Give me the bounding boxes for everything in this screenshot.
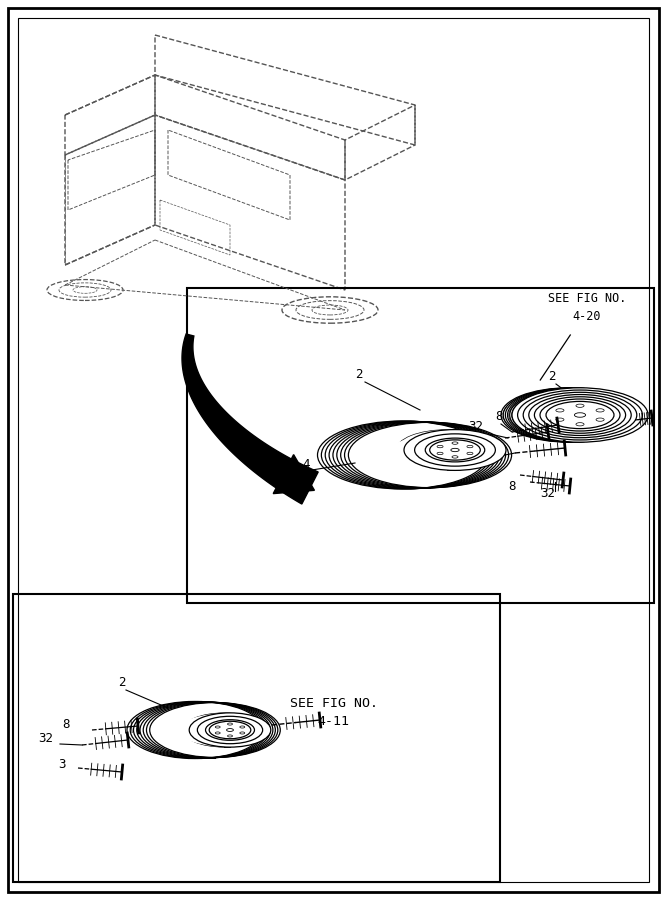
Ellipse shape xyxy=(437,446,443,448)
Ellipse shape xyxy=(596,409,604,412)
Ellipse shape xyxy=(215,726,220,728)
Ellipse shape xyxy=(437,452,443,454)
Ellipse shape xyxy=(512,388,648,442)
Ellipse shape xyxy=(227,735,233,737)
Ellipse shape xyxy=(227,729,233,732)
Text: 32: 32 xyxy=(38,732,53,745)
Text: 2: 2 xyxy=(118,676,125,689)
Ellipse shape xyxy=(452,442,458,445)
Ellipse shape xyxy=(227,723,233,725)
Ellipse shape xyxy=(467,446,473,448)
Text: SEE FIG NO.: SEE FIG NO. xyxy=(548,292,626,305)
Ellipse shape xyxy=(556,418,564,421)
Text: 8: 8 xyxy=(495,410,502,423)
Text: 5: 5 xyxy=(498,445,506,458)
Polygon shape xyxy=(182,334,318,504)
Ellipse shape xyxy=(576,404,584,408)
Ellipse shape xyxy=(452,455,458,458)
Text: 2: 2 xyxy=(548,370,556,383)
Polygon shape xyxy=(273,454,314,493)
Ellipse shape xyxy=(467,452,473,454)
Text: 4-11: 4-11 xyxy=(317,715,350,728)
Text: 8: 8 xyxy=(62,718,69,731)
Ellipse shape xyxy=(574,413,586,418)
Ellipse shape xyxy=(385,437,475,473)
Text: 4: 4 xyxy=(302,458,309,471)
Ellipse shape xyxy=(546,401,614,428)
Ellipse shape xyxy=(596,418,604,421)
Text: 2: 2 xyxy=(355,368,362,381)
Ellipse shape xyxy=(556,409,564,412)
Ellipse shape xyxy=(451,448,459,452)
Ellipse shape xyxy=(576,423,584,426)
Ellipse shape xyxy=(240,732,245,734)
Text: 32: 32 xyxy=(540,487,555,500)
Text: 32: 32 xyxy=(468,420,483,433)
Text: 4-20: 4-20 xyxy=(573,310,601,323)
Ellipse shape xyxy=(189,713,271,747)
Text: 8: 8 xyxy=(508,480,516,493)
Ellipse shape xyxy=(179,715,251,745)
Ellipse shape xyxy=(215,732,220,734)
Text: 3: 3 xyxy=(58,758,65,771)
Ellipse shape xyxy=(209,721,251,739)
Text: SEE FIG NO.: SEE FIG NO. xyxy=(289,697,378,710)
Ellipse shape xyxy=(240,726,245,728)
Ellipse shape xyxy=(404,429,506,471)
Ellipse shape xyxy=(430,440,480,460)
